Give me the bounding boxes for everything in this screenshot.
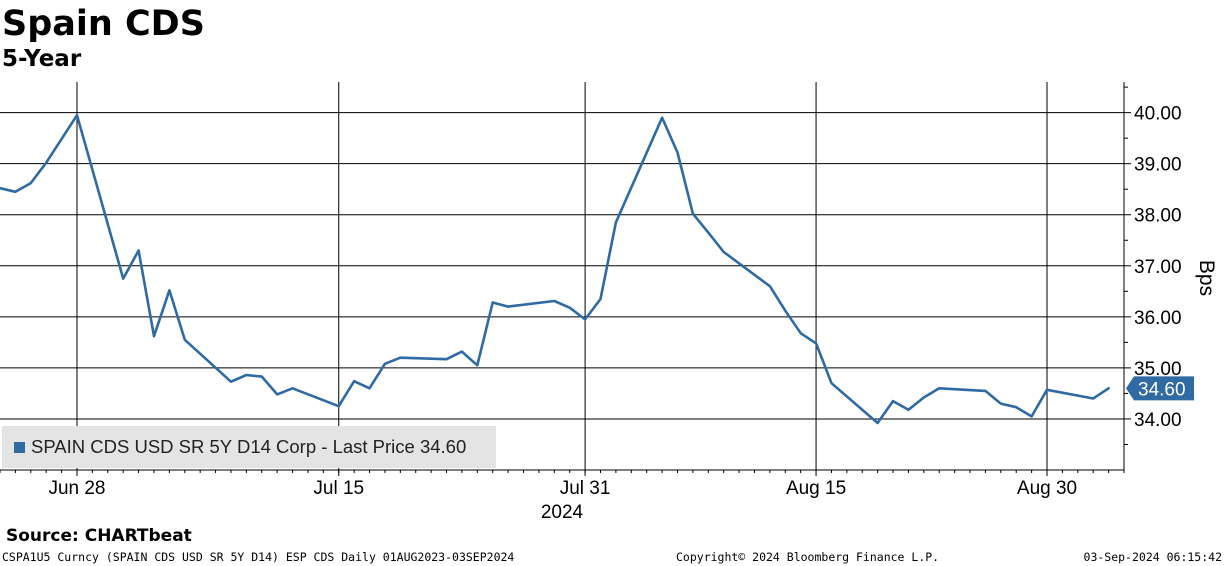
legend-swatch <box>14 441 25 453</box>
x-tick-label: Aug 30 <box>1017 478 1077 499</box>
last-price-label: 34.60 <box>1138 379 1186 400</box>
y-tick-label: 38.00 <box>1134 206 1182 227</box>
last-price-badge: 34.60 <box>1126 376 1194 401</box>
last-price-marker <box>1126 376 1194 401</box>
y-axis-label: Bps <box>1195 260 1218 296</box>
source-note: Source: CHARTbeat <box>6 526 192 546</box>
y-tick-label: 36.00 <box>1134 308 1182 329</box>
year-label: 2024 <box>541 502 584 523</box>
series-line <box>0 113 1110 425</box>
footer-timestamp: 03-Sep-2024 06:15:42 <box>1083 550 1222 564</box>
chart-subtitle: 5-Year <box>2 46 82 72</box>
horizontal-gridlines <box>0 112 1124 420</box>
legend-label: SPAIN CDS USD SR 5Y D14 Corp - Last Pric… <box>31 436 467 457</box>
y-tick-label: 40.00 <box>1134 104 1182 125</box>
footer-ticker-info: CSPA1U5 Curncy (SPAIN CDS USD SR 5Y D14)… <box>2 550 515 564</box>
chart-title: Spain CDS <box>2 4 205 44</box>
x-tick-label: Aug 15 <box>786 478 846 499</box>
y-tick-label: 39.00 <box>1134 155 1182 176</box>
y-tick-label: 34.00 <box>1134 410 1182 431</box>
series-group <box>0 113 1110 425</box>
x-axis-ticks: Jun 28 Jul 15 Jul 31 Aug 15 Aug 30 <box>0 470 1125 499</box>
vertical-gridlines <box>76 82 1048 470</box>
y-axis-ticks: 34.00 35.00 36.00 37.00 38.00 39.00 40.00 <box>1124 86 1182 445</box>
x-tick-label: Jul 31 <box>560 478 611 499</box>
x-tick-label: Jun 28 <box>48 478 105 499</box>
x-tick-label: Jul 15 <box>313 478 364 499</box>
y-tick-label: 35.00 <box>1134 359 1182 380</box>
y-tick-label: 37.00 <box>1134 257 1182 278</box>
axes <box>0 82 1125 471</box>
chart-legend: SPAIN CDS USD SR 5Y D14 Corp - Last Pric… <box>2 426 496 468</box>
footer-copyright: Copyright© 2024 Bloomberg Finance L.P. <box>676 550 940 564</box>
